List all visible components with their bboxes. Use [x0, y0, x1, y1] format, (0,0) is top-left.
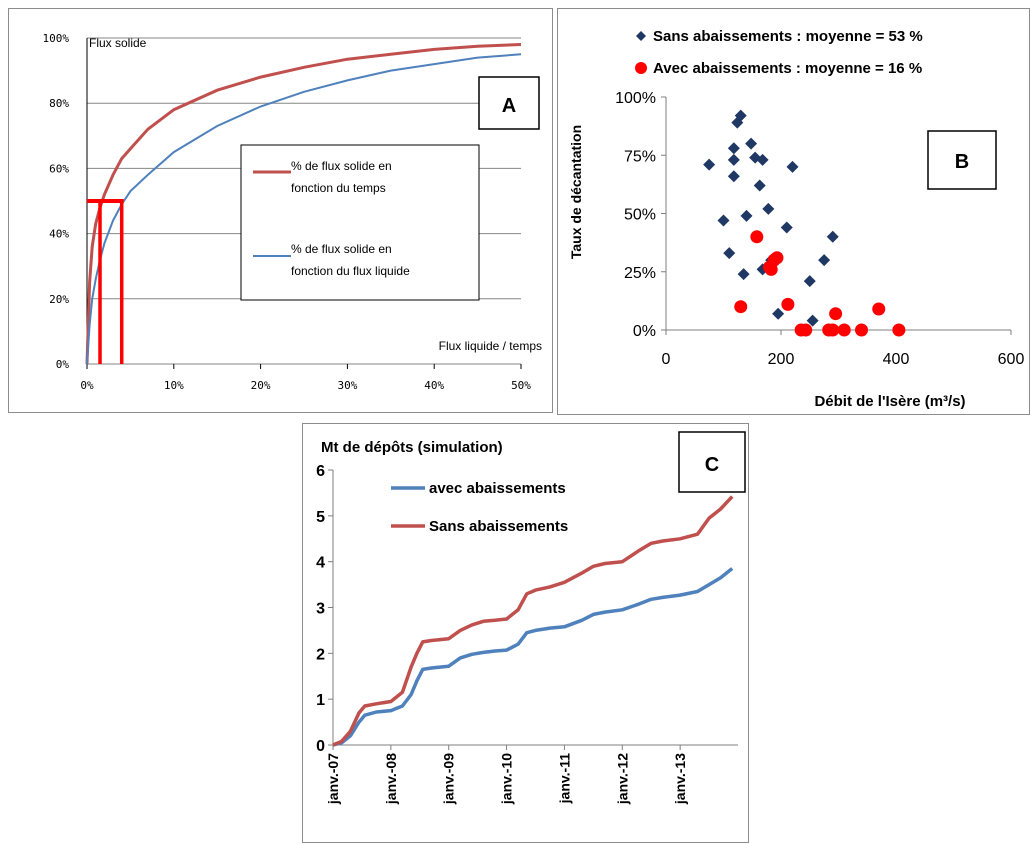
scatter-point-avec-13 [855, 323, 868, 337]
scatter-point-avec-0 [734, 300, 748, 314]
scatter-point-sans-19 [786, 160, 799, 173]
x-tick-label-b-0: 0 [662, 351, 671, 368]
y-tick-label-a-2: 40% [49, 228, 69, 241]
scatter-point-avec-6 [781, 297, 795, 311]
axis-label-y-b: Taux de décantation [568, 125, 584, 259]
x-tick-label-c-6: janv.-13 [672, 753, 688, 805]
scatter-point-sans-10 [745, 137, 758, 150]
chart-title-c: Mt de dépôts (simulation) [321, 439, 503, 456]
x-tick-label-c-2: janv.-09 [441, 753, 457, 805]
x-tick-label-a-0: 0% [80, 379, 94, 392]
scatter-point-sans-8 [737, 268, 750, 281]
legend-label-a-1: % de flux solide en fonction du flux liq… [291, 242, 410, 278]
y-tick-label-a-1: 20% [49, 293, 69, 306]
y-tick-label-c-1: 1 [316, 692, 325, 709]
scatter-point-sans-9 [740, 209, 753, 222]
scatter-point-sans-5 [727, 142, 740, 155]
panel-label-box-c [678, 431, 746, 493]
scatter-point-avec-1 [750, 230, 764, 244]
x-tick-label-b-3: 600 [998, 351, 1025, 368]
y-tick-label-a-3: 60% [49, 162, 69, 175]
legend-label-a-0: % de flux solide en fonction du temps [291, 159, 395, 195]
scatter-point-avec-10 [826, 323, 840, 337]
legend-marker-b-1 [635, 62, 647, 74]
series-line-a-1 [86, 53, 522, 365]
y-tick-label-b-2: 50% [624, 207, 656, 224]
series-line-c-0 [332, 567, 734, 747]
axis-label-x-b: Débit de l'Isère (m³/s) [814, 393, 965, 410]
scatter-point-sans-18 [780, 221, 793, 234]
scatter-point-sans-13 [756, 153, 769, 166]
chart-a-svg: 0% 20% 40% 60% 80% 100% 0% 10% 20% 30% 40% 50% Flu… [43, 32, 543, 392]
legend-label-b-0: Sans abaissements : moyenne = 53 % [653, 28, 923, 45]
y-tick-label-b-3: 75% [624, 148, 656, 165]
axis-label-x-a: Flux liquide / temps [439, 339, 542, 353]
x-tick-label-a-5: 50% [511, 379, 531, 392]
series-line-a-0 [85, 43, 522, 365]
x-tick-label-c-5: janv.-12 [614, 753, 630, 805]
scatter-point-sans-12 [753, 179, 766, 192]
scatter-point-sans-21 [806, 314, 819, 327]
panel-label-b: B [955, 151, 969, 173]
x-tick-label-a-3: 30% [337, 379, 357, 392]
y-tick-label-b-0: 0% [633, 323, 656, 340]
scatter-point-avec-8 [799, 323, 813, 337]
y-tick-label-a-5: 100% [43, 32, 70, 45]
x-tick-label-b-1: 200 [768, 351, 795, 368]
x-tick-label-a-1: 10% [164, 379, 184, 392]
y-tick-label-a-0: 0% [56, 358, 70, 371]
y-tick-label-c-3: 3 [316, 601, 325, 618]
scatter-point-sans-17 [772, 307, 785, 320]
y-tick-label-b-4: 100% [615, 90, 656, 107]
scatter-point-sans-3 [727, 170, 740, 183]
x-tick-label-a-4: 40% [424, 379, 444, 392]
y-tick-label-c-4: 4 [316, 555, 325, 572]
scatter-point-sans-1 [717, 214, 730, 227]
scatter-point-sans-23 [826, 230, 839, 243]
x-tick-label-b-2: 400 [883, 351, 910, 368]
scatter-point-avec-14 [872, 302, 886, 316]
scatter-point-avec-12 [837, 323, 851, 337]
chart-panel-b: Sans abaissements : moyenne = 53 % Avec … [557, 8, 1030, 415]
x-tick-label-c-0: janv.-07 [325, 753, 341, 805]
y-tick-label-c-0: 0 [316, 738, 325, 755]
panel-label-a: A [502, 95, 516, 117]
axis-label-y-a: Flux solide [89, 36, 147, 50]
y-tick-label-a-4: 80% [49, 97, 69, 110]
scatter-point-sans-20 [803, 275, 816, 288]
scatter-point-sans-4 [727, 153, 740, 166]
y-tick-label-c-2: 2 [316, 646, 325, 663]
chart-panel-c: Mt de dépôts (simulation) C avec abaisse… [302, 423, 749, 843]
series-line-c-1 [332, 495, 734, 747]
x-tick-label-c-1: janv.-08 [383, 753, 399, 805]
panel-label-box-a [478, 76, 540, 130]
legend-marker-b-0 [636, 31, 646, 41]
y-tick-label-c-5: 5 [316, 509, 325, 526]
legend-label-c-1: Sans abaissements [429, 518, 568, 535]
scatter-point-avec-11 [829, 307, 843, 321]
panel-label-box-b [927, 130, 997, 190]
scatter-point-sans-2 [723, 247, 736, 260]
scatter-point-avec-15 [892, 323, 906, 337]
legend-label-b-1: Avec abaissements : moyenne = 16 % [653, 60, 922, 77]
x-tick-label-c-4: janv.-11 [556, 753, 572, 805]
chart-b-svg: Sans abaissements : moyenne = 53 % Avec … [568, 28, 1025, 410]
x-tick-label-c-3: janv.-10 [499, 753, 515, 805]
scatter-point-sans-0 [703, 158, 716, 171]
legend-label-c-0: avec abaissements [429, 480, 566, 497]
scatter-point-sans-15 [762, 202, 775, 215]
chart-c-svg: Mt de dépôts (simulation) C avec abaisse… [316, 431, 746, 805]
y-tick-label-b-1: 25% [624, 265, 656, 282]
y-tick-label-c-6: 6 [316, 463, 325, 480]
scatter-point-sans-7 [734, 109, 747, 122]
scatter-point-avec-5 [770, 251, 784, 265]
panel-label-c: C [705, 454, 719, 476]
x-tick-label-a-2: 20% [251, 379, 271, 392]
scatter-point-sans-22 [818, 254, 831, 267]
chart-panel-a: 0% 20% 40% 60% 80% 100% 0% 10% 20% 30% 40% 50% Flu… [8, 8, 553, 413]
